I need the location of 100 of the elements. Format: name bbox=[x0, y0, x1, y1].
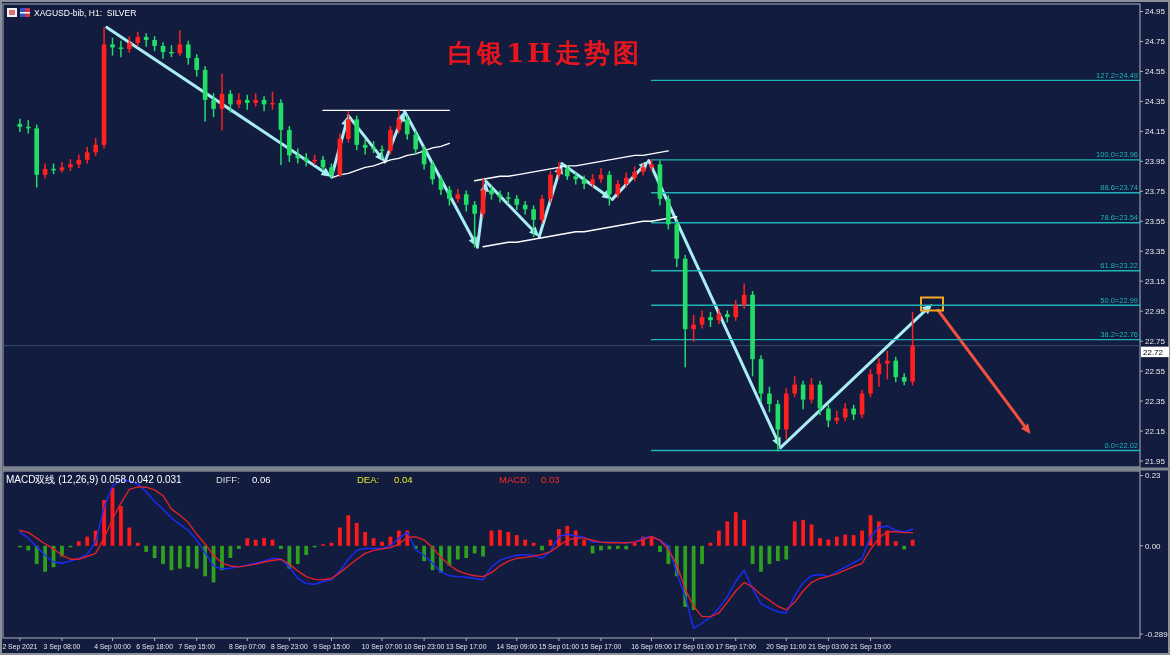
line-series bbox=[473, 150, 670, 182]
bar bbox=[186, 545, 191, 568]
y-tick-label: 22.15 bbox=[1145, 426, 1166, 436]
bar bbox=[85, 536, 90, 546]
candlestick bbox=[623, 172, 629, 188]
bar bbox=[632, 542, 637, 546]
candlestick bbox=[767, 386, 772, 413]
bar bbox=[818, 538, 822, 546]
y-tick-label: 24.55 bbox=[1145, 67, 1166, 77]
bar bbox=[759, 545, 763, 572]
y-tick-label: 22.95 bbox=[1145, 306, 1166, 316]
bar bbox=[691, 545, 696, 610]
bar bbox=[615, 545, 620, 549]
bar bbox=[253, 539, 258, 546]
bar bbox=[851, 535, 856, 546]
bar bbox=[447, 545, 452, 566]
bar bbox=[725, 521, 730, 546]
bar bbox=[514, 535, 519, 546]
y-tick-label: 23.75 bbox=[1145, 187, 1166, 197]
candlestick bbox=[792, 376, 798, 398]
bar bbox=[262, 538, 266, 546]
candlestick bbox=[834, 410, 840, 425]
annotation: DIFF: bbox=[216, 474, 240, 485]
candlestick bbox=[455, 189, 461, 203]
annotation: 0.04 bbox=[394, 474, 413, 485]
bar bbox=[354, 522, 359, 546]
bar bbox=[716, 530, 721, 546]
y-tick-label: 23.55 bbox=[1145, 217, 1166, 227]
y-tick-label: 24.35 bbox=[1145, 97, 1166, 107]
annotation: MACD双线 (12,26,9) 0.058 0.042 0.031 bbox=[6, 474, 183, 485]
bar bbox=[498, 529, 502, 546]
candlestick bbox=[404, 115, 410, 140]
bar bbox=[775, 545, 780, 562]
annotation: 0.03 bbox=[541, 474, 560, 485]
y-tick-label: 22.35 bbox=[1145, 396, 1166, 406]
text: 白银1H走势图 bbox=[448, 38, 642, 68]
bar bbox=[203, 545, 208, 577]
bar bbox=[43, 545, 48, 572]
candlestick bbox=[531, 205, 536, 237]
candlestick bbox=[211, 93, 216, 118]
bar bbox=[346, 515, 351, 546]
bar bbox=[582, 539, 587, 546]
bar bbox=[245, 538, 250, 546]
bar bbox=[304, 545, 309, 555]
bar bbox=[506, 532, 511, 546]
candlestick bbox=[346, 111, 351, 143]
bar bbox=[843, 534, 848, 546]
annotation: 0.06 bbox=[252, 474, 271, 485]
bar bbox=[658, 545, 662, 552]
candlestick bbox=[691, 314, 696, 342]
candlestick bbox=[185, 40, 191, 65]
candlestick bbox=[379, 145, 385, 160]
bar bbox=[127, 527, 132, 546]
candlestick bbox=[885, 350, 890, 380]
candlestick bbox=[295, 148, 301, 164]
bar bbox=[599, 545, 603, 551]
bar bbox=[700, 545, 704, 565]
bar bbox=[177, 545, 182, 569]
bar bbox=[337, 527, 342, 546]
bar bbox=[523, 539, 528, 546]
bar bbox=[893, 541, 898, 546]
candlestick bbox=[868, 368, 873, 398]
candlestick bbox=[733, 299, 739, 321]
bar bbox=[26, 545, 31, 551]
bar bbox=[826, 539, 831, 546]
annotation: MACD: bbox=[499, 474, 530, 485]
candlestick bbox=[413, 130, 419, 155]
y-tick-label: 24.15 bbox=[1145, 127, 1166, 137]
candlestick bbox=[430, 160, 435, 185]
bar bbox=[792, 521, 797, 546]
bar bbox=[540, 545, 544, 551]
candlestick bbox=[463, 190, 469, 212]
candlestick bbox=[244, 94, 250, 110]
candlestick bbox=[514, 195, 520, 211]
candlestick bbox=[826, 404, 831, 428]
text: XAGUSD-bib, H1: SILVER bbox=[34, 8, 137, 18]
candlestick bbox=[548, 171, 553, 203]
candlestick bbox=[228, 90, 233, 113]
bar bbox=[144, 545, 149, 552]
bar bbox=[860, 530, 864, 546]
bar bbox=[34, 545, 39, 565]
bar bbox=[363, 532, 368, 546]
y-tick-label: 23.35 bbox=[1145, 247, 1166, 257]
candlestick bbox=[135, 31, 141, 47]
y-tick-label: 23.15 bbox=[1145, 277, 1166, 286]
y-tick-label: 22.55 bbox=[1145, 366, 1166, 376]
ref-line-label: 22.72 bbox=[1143, 347, 1164, 357]
bar bbox=[161, 545, 165, 565]
line-series bbox=[482, 216, 678, 248]
y-tick-label: 24.95 bbox=[1145, 7, 1166, 17]
candlestick bbox=[388, 126, 393, 155]
candlestick bbox=[76, 154, 82, 169]
candlestick bbox=[303, 153, 309, 167]
bar bbox=[295, 545, 300, 565]
y-tick-label: 0.23 bbox=[1145, 471, 1162, 481]
bar bbox=[380, 541, 384, 546]
bar bbox=[236, 545, 241, 549]
bar bbox=[481, 545, 485, 557]
y-tick-label: 22.75 bbox=[1145, 336, 1166, 346]
bar bbox=[455, 545, 460, 560]
